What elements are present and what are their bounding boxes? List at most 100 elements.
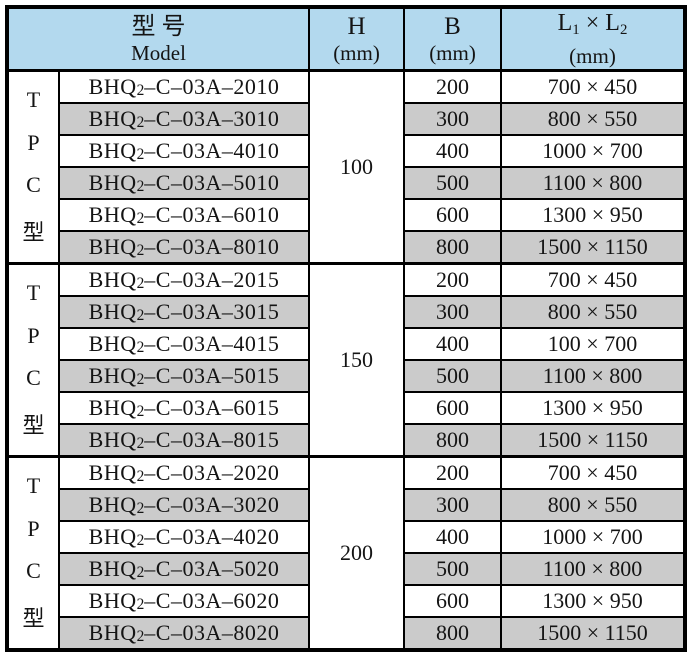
model-cell: BHQ2–C–03A–4015 (57, 327, 311, 362)
header-model-cn: 型 号 (131, 13, 186, 40)
header-l1l2-unit: (mm) (569, 44, 616, 69)
l-value-cell: 100 × 700 (500, 327, 686, 362)
model-suffix: –C–03A–3015 (144, 299, 280, 325)
h-value-cell: 150 (308, 262, 406, 458)
b-value-cell: 400 (403, 134, 503, 169)
model-cell: BHQ2–C–03A–2010 (57, 69, 311, 105)
table-row: BHQ2–C–03A–8015 800 1500 × 1150 (7, 423, 686, 458)
series-char: C (26, 365, 41, 391)
model-suffix: –C–03A–6015 (144, 395, 280, 421)
series-char: T (26, 473, 41, 499)
model-subscript: 2 (136, 209, 145, 227)
model-cell: BHQ2–C–03A–6010 (57, 198, 311, 233)
header-row: 型 号 Model H (mm) B (mm) L1 × L2 (mm) (5, 6, 686, 73)
model-suffix: –C–03A–3020 (144, 492, 280, 518)
l-value-cell: 800 × 550 (500, 488, 686, 523)
b-value-cell: 500 (403, 166, 503, 201)
model-cell: BHQ2–C–03A–5015 (57, 359, 311, 394)
model-suffix: –C–03A–8020 (144, 620, 280, 646)
model-suffix: –C–03A–6010 (144, 202, 280, 228)
series-char: T (26, 280, 41, 306)
model-prefix: BHQ (88, 492, 137, 518)
b-value-cell: 400 (403, 327, 503, 362)
l-value-cell: 1300 × 950 (500, 391, 686, 426)
model-subscript: 2 (136, 627, 145, 645)
model-subscript: 2 (136, 402, 145, 420)
b-value-cell: 200 (403, 69, 503, 105)
header-model-en: Model (131, 40, 186, 65)
series-char: C (26, 558, 41, 584)
l-value-cell: 1300 × 950 (500, 198, 686, 233)
model-prefix: BHQ (88, 74, 137, 100)
model-prefix: BHQ (88, 106, 137, 132)
b-value-cell: 800 (403, 616, 503, 652)
l-value-cell: 700 × 450 (500, 262, 686, 298)
model-cell: BHQ2–C–03A–4010 (57, 134, 311, 169)
b-value-cell: 200 (403, 455, 503, 491)
header-h-label: H (347, 12, 366, 40)
model-suffix: –C–03A–4010 (144, 138, 280, 164)
model-subscript: 2 (136, 241, 145, 259)
table-row: BHQ2–C–03A–3010 300 800 × 550 (7, 102, 686, 137)
b-value-cell: 300 (403, 295, 503, 330)
model-suffix: –C–03A–2015 (144, 267, 280, 293)
model-subscript: 2 (136, 177, 145, 195)
table-row: BHQ2–C–03A–5010 500 1100 × 800 (7, 166, 686, 201)
l-value-cell: 1300 × 950 (500, 584, 686, 619)
model-prefix: BHQ (88, 331, 137, 357)
l-value-cell: 1500 × 1150 (500, 616, 686, 652)
b-value-cell: 300 (403, 102, 503, 137)
h-value-cell: 100 (308, 69, 406, 265)
header-b-label: B (444, 12, 461, 40)
model-prefix: BHQ (88, 588, 137, 614)
model-suffix: –C–03A–8015 (144, 427, 280, 453)
b-value-cell: 600 (403, 584, 503, 619)
model-subscript: 2 (136, 306, 145, 324)
l2-subscript: 2 (619, 22, 628, 39)
b-value-cell: 800 (403, 423, 503, 458)
header-l1l2: L1 × L2 (mm) (500, 6, 686, 73)
series-char: T (26, 87, 41, 113)
model-prefix: BHQ (88, 524, 137, 550)
model-suffix: –C–03A–2010 (144, 74, 280, 100)
model-prefix: BHQ (88, 234, 137, 260)
l-value-cell: 800 × 550 (500, 295, 686, 330)
series-char: 型 (22, 412, 45, 438)
model-subscript: 2 (136, 467, 145, 485)
l1-subscript: 1 (572, 22, 580, 39)
header-b-unit: (mm) (429, 40, 476, 65)
model-suffix: –C–03A–2020 (144, 460, 280, 486)
model-prefix: BHQ (88, 202, 137, 228)
table-row: BHQ2–C–03A–4020 400 1000 × 700 (7, 520, 686, 555)
b-value-cell: 600 (403, 198, 503, 233)
l-value-cell: 700 × 450 (500, 69, 686, 105)
table-row: BHQ2–C–03A–5020 500 1100 × 800 (7, 552, 686, 587)
model-subscript: 2 (136, 274, 145, 292)
table-row: BHQ2–C–03A–6015 600 1300 × 950 (7, 391, 686, 426)
model-subscript: 2 (136, 81, 145, 99)
b-value-cell: 300 (403, 488, 503, 523)
series-char: 型 (22, 605, 45, 631)
model-subscript: 2 (136, 434, 145, 452)
model-cell: BHQ2–C–03A–3010 (57, 102, 311, 137)
l-value-cell: 800 × 550 (500, 102, 686, 137)
model-suffix: –C–03A–5010 (144, 170, 280, 196)
table-row: BHQ2–C–03A–3020 300 800 × 550 (7, 488, 686, 523)
model-prefix: BHQ (88, 138, 137, 164)
model-subscript: 2 (136, 531, 145, 549)
header-l1l2-label: L1 × L2 (503, 9, 683, 44)
model-subscript: 2 (136, 338, 145, 356)
model-prefix: BHQ (88, 299, 137, 325)
model-prefix: BHQ (88, 460, 137, 486)
model-prefix: BHQ (88, 395, 137, 421)
header-h-unit: (mm) (333, 40, 380, 65)
header-model: 型 号 Model (5, 6, 311, 73)
b-value-cell: 500 (403, 552, 503, 587)
model-suffix: –C–03A–4020 (144, 524, 280, 550)
